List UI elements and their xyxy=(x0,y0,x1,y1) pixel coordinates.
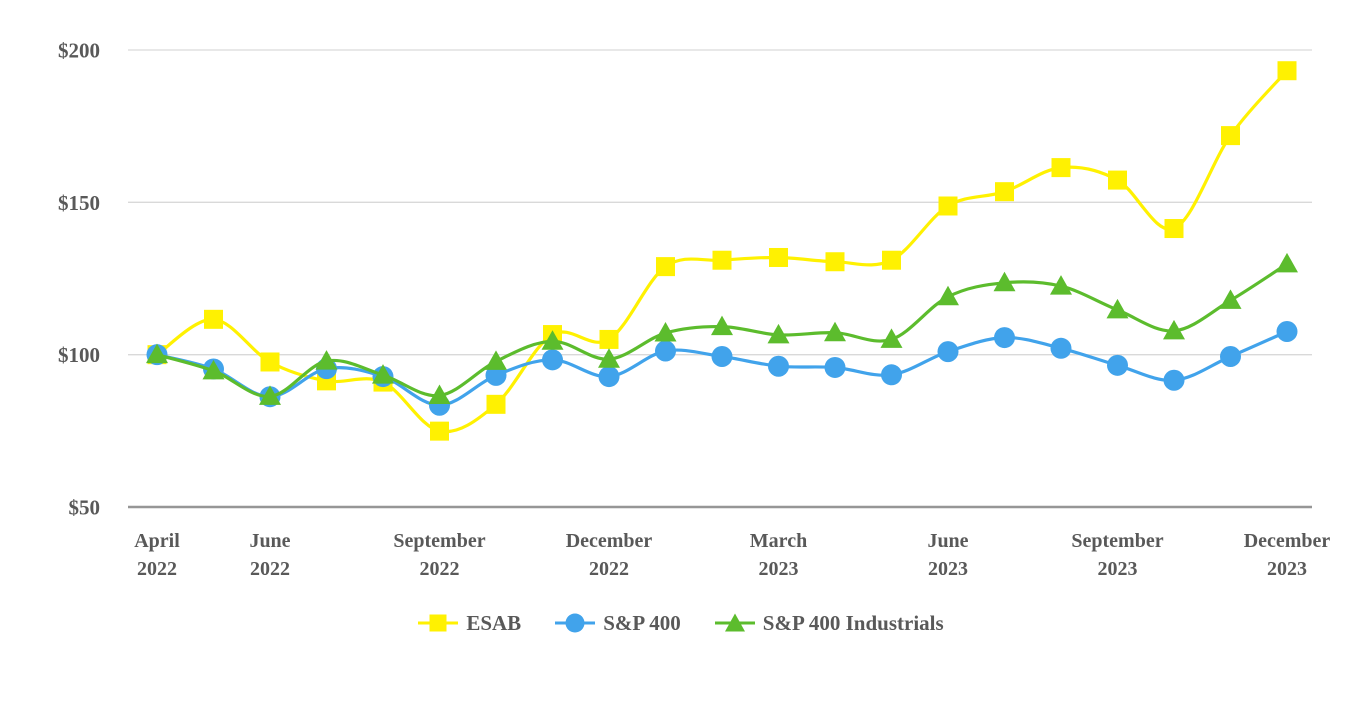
marker-s-p-400-july-2023 xyxy=(994,327,1015,349)
marker-s-p-400-industrials-november-2023 xyxy=(1219,289,1242,309)
marker-esab-november-2023 xyxy=(1221,126,1240,146)
x-tick-label-march-2023-line2: 2023 xyxy=(759,558,799,580)
marker-s-p-400-industrials-may-2022 xyxy=(202,359,225,380)
marker-esab-april-2023 xyxy=(825,252,845,272)
marker-s-p-400-industrials-october-2022 xyxy=(485,350,507,370)
marker-s-p-400-february-2023 xyxy=(711,345,733,367)
marker-s-p-400-industrials-september-2023 xyxy=(1106,298,1129,319)
x-tick-label-december-2022-line1: December xyxy=(566,530,653,552)
x-tick-label-september-2023-line2: 2023 xyxy=(1098,558,1138,580)
marker-s-p-400-industrials-august-2022 xyxy=(372,364,394,384)
marker-esab-march-2023 xyxy=(769,247,788,267)
s-p-400-legend-circle-icon xyxy=(555,613,596,633)
marker-s-p-400-industrials-august-2023 xyxy=(1050,275,1072,295)
x-tick-label-april-2022-line2: 2022 xyxy=(137,558,177,580)
s-p-400-industrials-legend-triangle-icon xyxy=(714,613,755,632)
marker-s-p-400-october-2022 xyxy=(485,364,507,386)
marker-s-p-400-industrials-december-2022 xyxy=(598,348,620,368)
marker-esab-may-2022 xyxy=(204,309,223,329)
marker-esab-december-2022 xyxy=(599,329,619,349)
marker-esab-september-2022 xyxy=(430,421,449,441)
marker-s-p-400-industrials-september-2022 xyxy=(428,384,451,404)
marker-esab-september-2023 xyxy=(1108,170,1127,190)
marker-s-p-400-industrials-january-2023 xyxy=(654,322,677,342)
marker-s-p-400-industrials-december-2023 xyxy=(1276,252,1298,273)
marker-s-p-400-november-2022 xyxy=(542,349,563,371)
marker-s-p-400-industrials-june-2022 xyxy=(259,385,281,405)
marker-s-p-400-march-2023 xyxy=(768,355,789,377)
marker-s-p-400-industrials-april-2023 xyxy=(824,321,846,342)
x-tick-label-april-2022-line1: April xyxy=(134,530,180,552)
legend-item-s-p-400-industrials: S&P 400 Industrials xyxy=(714,610,944,636)
y-tick-label-100: $100 xyxy=(58,343,100,367)
marker-esab-june-2022 xyxy=(260,352,280,372)
legend-item-s-p-400: S&P 400 xyxy=(555,610,681,636)
x-tick-label-march-2023-line1: March xyxy=(750,530,807,552)
x-tick-label-june-2023-line2: 2023 xyxy=(928,558,968,580)
esab-legend-square-icon xyxy=(418,614,459,632)
x-tick-label-september-2023-line1: September xyxy=(1071,530,1163,552)
legend-label-s-p-400: S&P 400 xyxy=(603,610,681,635)
legend-item-esab: ESAB xyxy=(418,610,521,636)
x-tick-label-december-2023-line1: December xyxy=(1244,530,1331,552)
marker-s-p-400-industrials-may-2023 xyxy=(880,328,903,348)
marker-esab-january-2023 xyxy=(656,257,675,277)
marker-s-p-400-december-2023 xyxy=(1276,321,1298,343)
marker-s-p-400-may-2023 xyxy=(881,364,902,386)
marker-s-p-400-october-2023 xyxy=(1163,369,1185,391)
marker-s-p-400-september-2023 xyxy=(1107,354,1128,376)
marker-s-p-400-industrials-october-2023 xyxy=(1163,319,1185,340)
x-tick-label-december-2023-line2: 2023 xyxy=(1267,558,1307,580)
x-tick-label-june-2023-line1: June xyxy=(927,530,968,552)
marker-esab-july-2023 xyxy=(995,182,1014,202)
marker-s-p-400-industrials-february-2023 xyxy=(711,315,733,336)
marker-s-p-400-november-2023 xyxy=(1220,345,1241,367)
performance-line-chart: $200 $150 $100 $50 April 2022 June 2022 Septembe… xyxy=(58,39,1331,581)
legend-label-s-p-400-industrials: S&P 400 Industrials xyxy=(762,610,944,635)
marker-esab-october-2022 xyxy=(486,394,506,414)
marker-s-p-400-june-2023 xyxy=(937,341,959,363)
marker-s-p-400-january-2023 xyxy=(655,340,676,362)
marker-s-p-400-industrials-july-2022 xyxy=(315,350,338,370)
y-tick-label-200: $200 xyxy=(58,39,100,63)
y-tick-label-50: $50 xyxy=(69,496,101,520)
marker-esab-october-2023 xyxy=(1164,219,1184,239)
marker-s-p-400-august-2023 xyxy=(1050,337,1072,359)
y-tick-label-150: $150 xyxy=(58,191,100,215)
legend-label-esab: ESAB xyxy=(466,610,522,635)
chart-legend: ESAB S&P 400 S&P 400 Industrials xyxy=(0,610,1362,636)
marker-s-p-400-industrials-april-2022 xyxy=(146,343,168,364)
x-tick-label-september-2022-line1: September xyxy=(393,530,485,552)
marker-s-p-400-april-2023 xyxy=(824,356,846,378)
x-tick-label-september-2022-line2: 2022 xyxy=(420,558,460,580)
marker-s-p-400-industrials-november-2022 xyxy=(541,330,564,350)
marker-s-p-400-december-2022 xyxy=(598,366,620,388)
marker-s-p-400-industrials-july-2023 xyxy=(993,271,1016,292)
x-tick-label-june-2022-line2: 2022 xyxy=(250,558,290,580)
x-tick-label-december-2022-line2: 2022 xyxy=(589,558,629,580)
marker-esab-may-2023 xyxy=(882,250,901,270)
marker-esab-february-2023 xyxy=(712,250,732,270)
marker-s-p-400-industrials-june-2023 xyxy=(937,285,959,306)
x-tick-label-june-2022-line1: June xyxy=(249,530,290,552)
marker-esab-june-2023 xyxy=(938,196,958,216)
marker-esab-august-2023 xyxy=(1051,158,1071,178)
marker-s-p-400-industrials-march-2023 xyxy=(767,323,790,344)
marker-esab-december-2023 xyxy=(1277,61,1297,81)
